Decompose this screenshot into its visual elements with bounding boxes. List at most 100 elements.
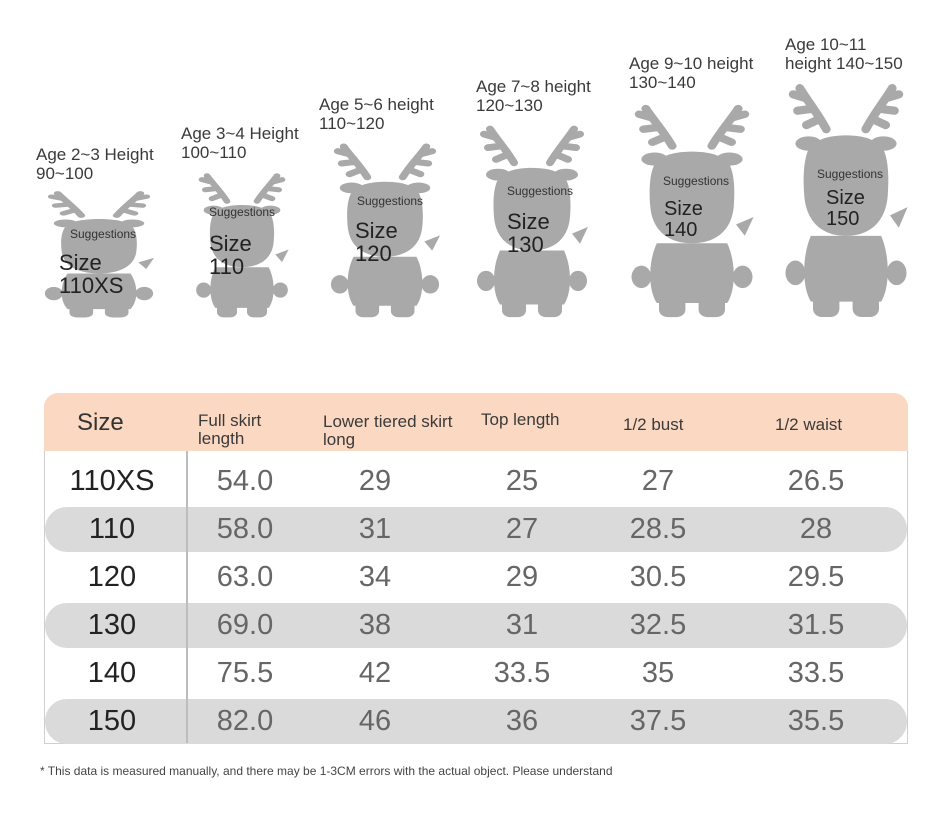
reindeer-silhouette-icon: [472, 124, 592, 318]
size-word: Size: [355, 218, 398, 243]
suggested-size-label: Size 110XS: [59, 251, 123, 297]
measurement-cell: 54.0: [216, 465, 274, 497]
suggestions-label: Suggestions: [357, 194, 424, 208]
age-height-label: Age 7~8 height 120~130: [476, 77, 591, 115]
measurement-cell: 25: [505, 465, 539, 497]
measurement-note: * This data is measured manually, and th…: [40, 764, 613, 778]
size-cell: 140: [87, 657, 137, 689]
suggestions-label: Suggestions: [209, 205, 276, 219]
measurement-cell: 31: [505, 609, 539, 641]
size-value: 130: [507, 232, 544, 257]
size-word: Size: [507, 209, 550, 234]
measurement-cell: 35.5: [787, 705, 845, 737]
measurement-cell: 29.5: [787, 561, 845, 593]
age-height-label: Age 5~6 height 110~120: [319, 95, 434, 133]
reindeer-silhouette-icon: [40, 190, 158, 318]
measurement-cell: 35: [641, 657, 675, 689]
age-text: Age 10~11: [785, 35, 867, 54]
table-row: 130 69.0 38 31 32.5 31.5: [45, 603, 907, 648]
suggested-size-label: Size 120: [355, 219, 398, 265]
age-height-label: Age 2~3 Height 90~100: [36, 145, 154, 183]
table-row: 140 75.5 42 33.5 35 33.5: [45, 651, 907, 696]
measurement-cell: 33.5: [787, 657, 845, 689]
suggested-size-label: Size 150: [826, 188, 865, 230]
measurement-cell: 69.0: [216, 609, 274, 641]
header-bust: 1/2 bust: [623, 415, 684, 434]
table-row: 110 58.0 31 27 28.5 28: [45, 507, 907, 552]
reindeer-silhouette-icon: [192, 172, 292, 318]
measurement-cell: 33.5: [493, 657, 551, 689]
size-cell: 130: [87, 609, 137, 641]
size-value: 120: [355, 241, 392, 266]
measurement-cell: 28.5: [629, 513, 687, 545]
size-value: 110: [209, 254, 245, 279]
measurement-cell: 32.5: [629, 609, 687, 641]
header-lower-skirt-line2: long: [323, 430, 356, 449]
table-row: 150 82.0 46 36 37.5 35.5: [45, 699, 907, 744]
measurement-cell: 58.0: [216, 513, 274, 545]
size-word: Size: [209, 231, 252, 256]
suggested-size-label: Size 140: [664, 199, 703, 241]
size-cell: 150: [87, 705, 137, 737]
measurement-cell: 31: [358, 513, 392, 545]
age-height-label: Age 10~11 height 140~150: [785, 35, 903, 73]
age-height-label: Age 3~4 Height 100~110: [181, 124, 299, 162]
table-row: 120 63.0 34 29 30.5 29.5: [45, 555, 907, 600]
reindeer-silhouette-icon: [626, 103, 758, 318]
height-text: 110~120: [319, 114, 385, 133]
measurement-cell: 46: [358, 705, 392, 737]
measurement-cell: 27: [641, 465, 675, 497]
header-size: Size: [77, 409, 124, 436]
age-height-label: Age 9~10 height 130~140: [629, 54, 753, 92]
measurement-cell: 27: [505, 513, 539, 545]
measurement-cell: 82.0: [216, 705, 274, 737]
header-lower-skirt-line1: Lower tiered skirt: [323, 412, 453, 431]
suggestions-label: Suggestions: [507, 184, 574, 198]
height-text: height 140~150: [785, 54, 903, 73]
reindeer-silhouette-icon: [780, 82, 912, 318]
table-row: 110XS 54.0 29 25 27 26.5: [45, 459, 907, 504]
size-value: 150: [826, 208, 860, 230]
header-waist: 1/2 waist: [775, 415, 843, 434]
size-word: Size: [59, 250, 102, 275]
age-text: Age 7~8 height: [476, 77, 591, 96]
table-header: Size Full skirt length Lower tiered skir…: [44, 393, 908, 451]
measurement-cell: 29: [358, 465, 392, 497]
header-full-skirt: Full skirt length: [198, 412, 261, 448]
size-cell: 110XS: [69, 465, 155, 497]
size-cell: 110: [88, 513, 136, 545]
age-text: Age 2~3 Height: [36, 145, 154, 164]
header-full-skirt-line1: Full skirt: [198, 411, 262, 430]
measurement-cell: 26.5: [787, 465, 845, 497]
size-value: 110XS: [59, 273, 124, 298]
age-text: Age 3~4 Height: [181, 124, 299, 143]
measurement-cell: 30.5: [629, 561, 687, 593]
measurement-cell: 63.0: [216, 561, 274, 593]
height-text: 100~110: [181, 143, 247, 162]
size-word: Size: [826, 187, 865, 209]
reindeer-silhouette-icon: [326, 142, 444, 318]
measurement-cell: 37.5: [629, 705, 687, 737]
height-text: 120~130: [476, 96, 543, 115]
measurement-cell: 75.5: [216, 657, 274, 689]
height-text: 90~100: [36, 164, 94, 183]
suggestions-label: Suggestions: [817, 167, 884, 181]
suggestions-label: Suggestions: [70, 227, 137, 241]
measurement-cell: 28: [799, 513, 833, 545]
header-lower-skirt: Lower tiered skirt long: [323, 413, 452, 449]
header-full-skirt-line2: length: [198, 429, 245, 448]
size-value: 140: [664, 219, 698, 241]
size-word: Size: [664, 198, 703, 220]
size-cell: 120: [87, 561, 137, 593]
suggested-size-label: Size 130: [507, 210, 550, 256]
age-text: Age 5~6 height: [319, 95, 434, 114]
suggestions-label: Suggestions: [663, 174, 730, 188]
measurement-cell: 31.5: [787, 609, 845, 641]
header-top-length: Top length: [481, 410, 560, 429]
size-table: Size Full skirt length Lower tiered skir…: [44, 393, 908, 744]
measurement-cell: 42: [358, 657, 392, 689]
column-divider: [186, 451, 188, 743]
measurement-cell: 38: [358, 609, 392, 641]
measurement-cell: 36: [505, 705, 539, 737]
suggested-size-label: Size 110: [209, 232, 252, 278]
